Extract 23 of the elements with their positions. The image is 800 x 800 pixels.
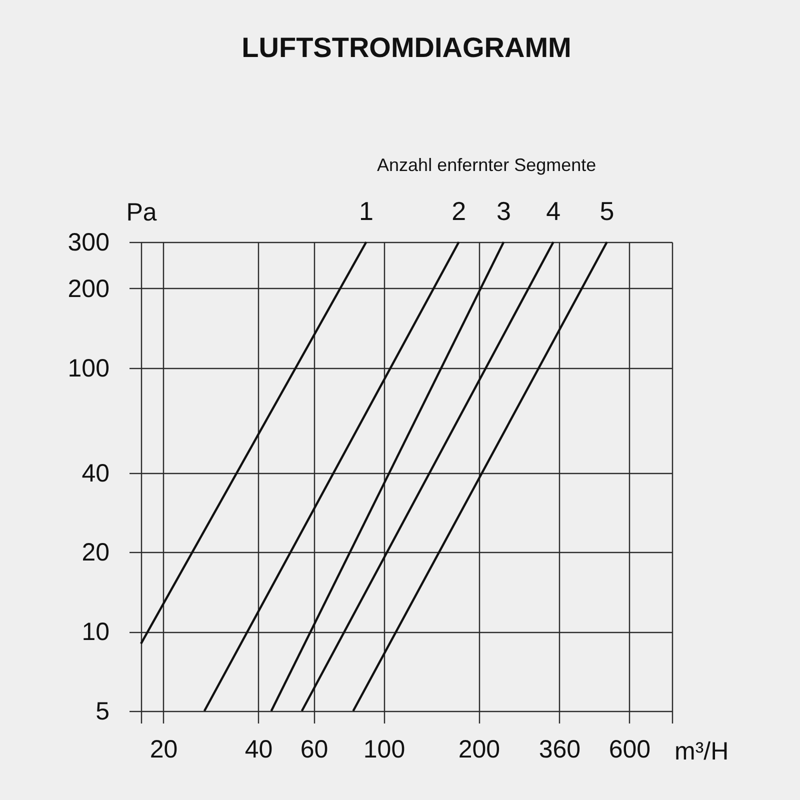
y-tick-label: 5: [96, 698, 110, 726]
series-label: 3: [496, 196, 511, 226]
y-tick-label: 200: [68, 274, 110, 303]
x-tick-label: 60: [300, 736, 328, 764]
y-tick-label: 100: [68, 354, 110, 382]
series-label: 1: [359, 196, 374, 226]
x-tick-label: 20: [150, 736, 178, 764]
y-tick-label: 40: [82, 459, 110, 488]
x-tick-label: 40: [244, 736, 273, 764]
y-axis-title: Pa: [126, 198, 157, 226]
y-tick-label: 300: [68, 228, 110, 256]
x-axis-title: m³/H: [674, 738, 729, 766]
legend-title: Anzahl enfernter Segmente: [377, 155, 596, 175]
y-tick-label: 20: [82, 538, 110, 567]
series-label: 4: [546, 196, 561, 226]
y-tick-label: 10: [82, 618, 110, 646]
x-tick-label: 360: [538, 736, 581, 764]
x-tick-label: 100: [363, 736, 406, 764]
x-tick-label: 200: [458, 736, 500, 764]
series-label: 2: [452, 196, 466, 226]
series-label: 5: [600, 196, 614, 226]
x-tick-label: 600: [608, 736, 651, 764]
chart-title: LUFTSTROMDIAGRAMM: [242, 32, 572, 63]
